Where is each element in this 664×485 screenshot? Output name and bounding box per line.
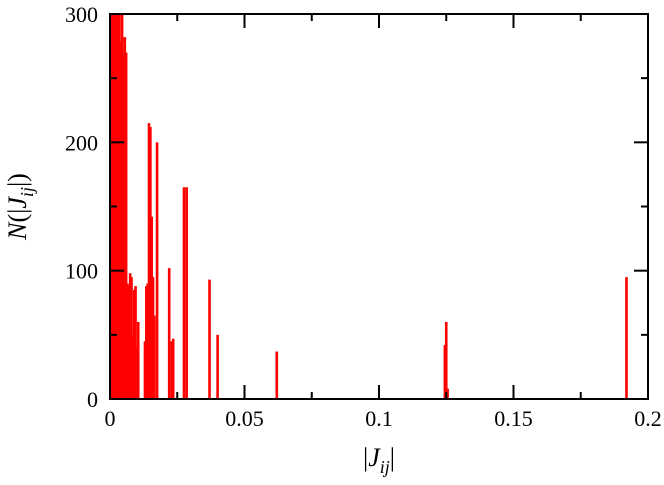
x-tick-label: 0 bbox=[105, 406, 116, 431]
y-tick-label: 0 bbox=[87, 387, 98, 412]
x-tick-label: 0.1 bbox=[365, 406, 393, 431]
x-tick-label: 0.05 bbox=[225, 406, 264, 431]
plot-frame bbox=[109, 13, 649, 400]
x-tick-label: 0.2 bbox=[634, 406, 662, 431]
y-axis-title-symbol-j: J bbox=[3, 196, 32, 209]
y-axis-title-open: (| bbox=[3, 209, 32, 223]
y-axis-title-close: |) bbox=[3, 173, 32, 187]
y-tick-label: 200 bbox=[65, 130, 98, 155]
x-axis-title-symbol: J bbox=[368, 443, 381, 472]
bars-group bbox=[110, 14, 628, 399]
x-tick-label: 0.15 bbox=[494, 406, 533, 431]
y-tick-label: 100 bbox=[65, 259, 98, 284]
axis-ticks bbox=[109, 13, 649, 400]
x-axis-title-bar-left: | bbox=[363, 443, 368, 472]
y-axis-title-subscript: ij bbox=[17, 187, 37, 197]
x-axis-title: |Jij| bbox=[363, 443, 395, 477]
y-axis-title-symbol: N bbox=[3, 221, 32, 241]
x-axis-title-bar-right: | bbox=[390, 443, 395, 472]
axis-tick-labels: 0 0.05 0.1 0.15 0.2 0 100 200 300 bbox=[65, 2, 662, 431]
y-tick-label: 300 bbox=[65, 2, 98, 27]
y-axis-title: N(|Jij|) bbox=[3, 173, 37, 241]
x-axis-title-subscript: ij bbox=[380, 457, 390, 477]
